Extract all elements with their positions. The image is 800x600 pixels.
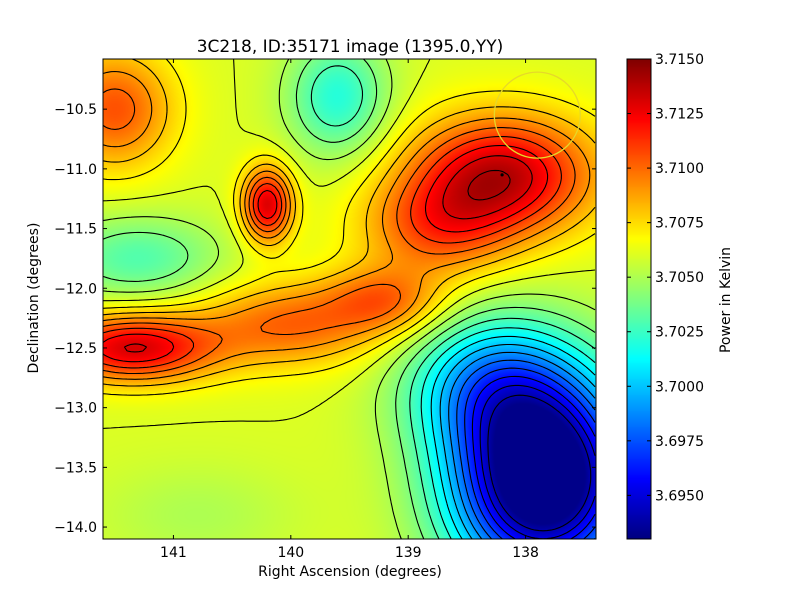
- colorbar-tick-label: 3.7125: [655, 107, 704, 123]
- x-tick-label: 140: [277, 545, 304, 561]
- colorbar-tick-label: 3.7150: [655, 52, 704, 68]
- colorbar-tick-label: 3.6950: [655, 488, 704, 504]
- x-tick-label: 138: [512, 545, 539, 561]
- contour-line: [102, 58, 596, 540]
- colorbar: 3.7150 3.7125 3.7100 3.7075 3.7050 3.7025 3.70…: [626, 52, 704, 540]
- contour-lines: [102, 58, 596, 540]
- contour-line: [471, 375, 596, 540]
- overlays: [493, 71, 581, 177]
- x-tick-label: 141: [160, 545, 187, 561]
- y-tick-label: −10.5: [54, 102, 97, 118]
- source-circle: [493, 71, 581, 159]
- plot-frame: [102, 58, 597, 540]
- heatmap: [103, 59, 596, 539]
- source-marker: [500, 173, 504, 177]
- chart-title: 3C218, ID:35171 image (1395.0,YY): [197, 37, 504, 57]
- y-axis-label: Declination (degrees): [26, 223, 42, 374]
- y-tick-label: −12.0: [54, 281, 97, 297]
- contour-line: [467, 169, 511, 201]
- contour-line: [310, 65, 596, 540]
- contour-line: [102, 145, 549, 363]
- contour-line: [487, 394, 592, 532]
- contour-line: [420, 327, 596, 540]
- contour-line: [102, 88, 576, 375]
- y-tick-label: −11.0: [54, 162, 97, 178]
- contour-line: [102, 70, 591, 380]
- contour-line: [430, 335, 596, 540]
- contour-line: [102, 58, 596, 429]
- contour-line: [123, 155, 533, 353]
- contour-line: [102, 58, 596, 540]
- contour-line: [456, 359, 596, 540]
- heatmap-image: [103, 59, 596, 539]
- contour-line: [102, 135, 562, 369]
- y-tick-label: −11.5: [54, 222, 97, 238]
- y-tick-label: −14.0: [54, 520, 97, 536]
- colorbar-gradient: [627, 59, 651, 539]
- colorbar-tick-label: 3.7025: [655, 325, 704, 341]
- y-tick-label: −13.0: [54, 401, 97, 417]
- x-tick-label: 139: [395, 545, 422, 561]
- colorbar-tick-label: 3.7075: [655, 216, 704, 232]
- y-tick-label: −12.5: [54, 341, 97, 357]
- y-tick-label: −13.5: [54, 460, 97, 476]
- contour-line: [102, 58, 596, 387]
- colorbar-tick-label: 3.6975: [655, 434, 704, 450]
- axes: 141 140 139 138 −10.5 −11.0 −11.5 −12.0 −12.5 −13…: [54, 59, 596, 561]
- colorbar-label: Power in Kelvin: [718, 247, 734, 353]
- colorbar-frame: [626, 58, 652, 540]
- contour-line: [439, 343, 596, 540]
- contour-line: [479, 384, 596, 540]
- colorbar-tick-label: 3.7050: [655, 270, 704, 286]
- x-axis-label: Right Ascension (degrees): [258, 564, 442, 580]
- contour-line: [448, 351, 596, 540]
- contour-line: [464, 367, 596, 540]
- colorbar-tick-label: 3.7100: [655, 161, 704, 177]
- colorbar-tick-label: 3.7000: [655, 379, 704, 395]
